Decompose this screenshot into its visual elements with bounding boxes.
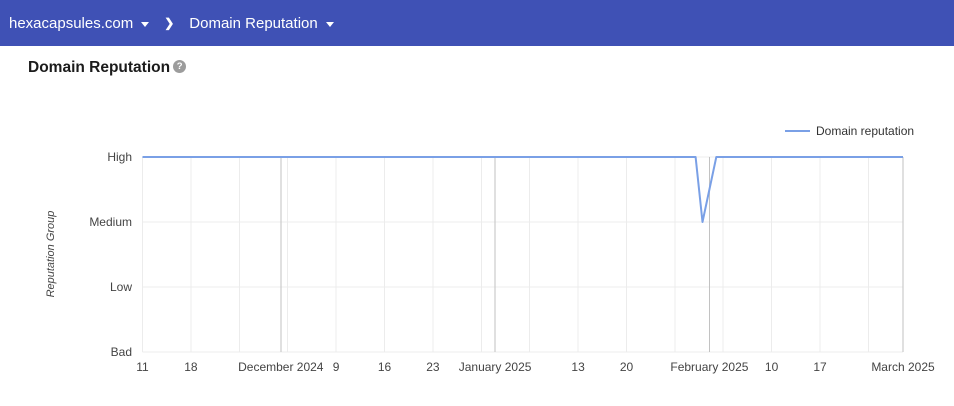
domain-selector-dropdown[interactable]: hexacapsules.com xyxy=(9,14,150,32)
chevron-down-icon xyxy=(325,21,334,27)
chevron-down-icon xyxy=(141,21,150,27)
x-axis-tick-label: January 2025 xyxy=(458,360,532,374)
legend-label: Domain reputation xyxy=(816,124,915,138)
x-axis-tick-label: 18 xyxy=(184,360,198,374)
page-title: Domain Reputation? xyxy=(28,59,187,77)
report-selector-label: Domain Reputation xyxy=(189,14,318,32)
x-axis-tick-label: 16 xyxy=(377,360,392,374)
legend-line-swatch xyxy=(785,130,810,132)
help-icon[interactable]: ? xyxy=(173,60,187,73)
reputation-line xyxy=(142,156,903,223)
breadcrumb-separator-icon: ❯ xyxy=(164,16,175,30)
x-axis-tick-label: 17 xyxy=(813,360,827,374)
y-axis-tick-label: Low xyxy=(109,280,132,294)
x-axis-tick-label: December 2024 xyxy=(238,360,324,374)
x-axis-tick-label: March 2025 xyxy=(871,360,935,374)
x-axis-tick-label: 20 xyxy=(619,360,634,374)
breadcrumb: hexacapsules.com ❯ Domain Reputation xyxy=(9,15,334,32)
page-title-text: Domain Reputation xyxy=(28,59,171,76)
domain-selector-label: hexacapsules.com xyxy=(9,14,134,32)
y-axis-tick-label: Bad xyxy=(110,345,132,359)
x-axis-tick-label: 23 xyxy=(426,360,440,374)
y-axis-tick-label: High xyxy=(107,150,132,164)
x-axis-tick-label: 11 xyxy=(136,360,149,374)
y-axis-tick-label: Medium xyxy=(89,215,132,229)
x-axis-tick-label: 9 xyxy=(332,360,340,374)
report-selector-dropdown[interactable]: Domain Reputation xyxy=(189,14,334,32)
legend: Domain reputation xyxy=(785,124,914,138)
x-axis-tick-label: February 2025 xyxy=(670,360,749,374)
x-axis-tick-label: 13 xyxy=(571,360,585,374)
app-header: hexacapsules.com ❯ Domain Reputation xyxy=(0,0,954,46)
x-axis-tick-label: 10 xyxy=(764,360,779,374)
